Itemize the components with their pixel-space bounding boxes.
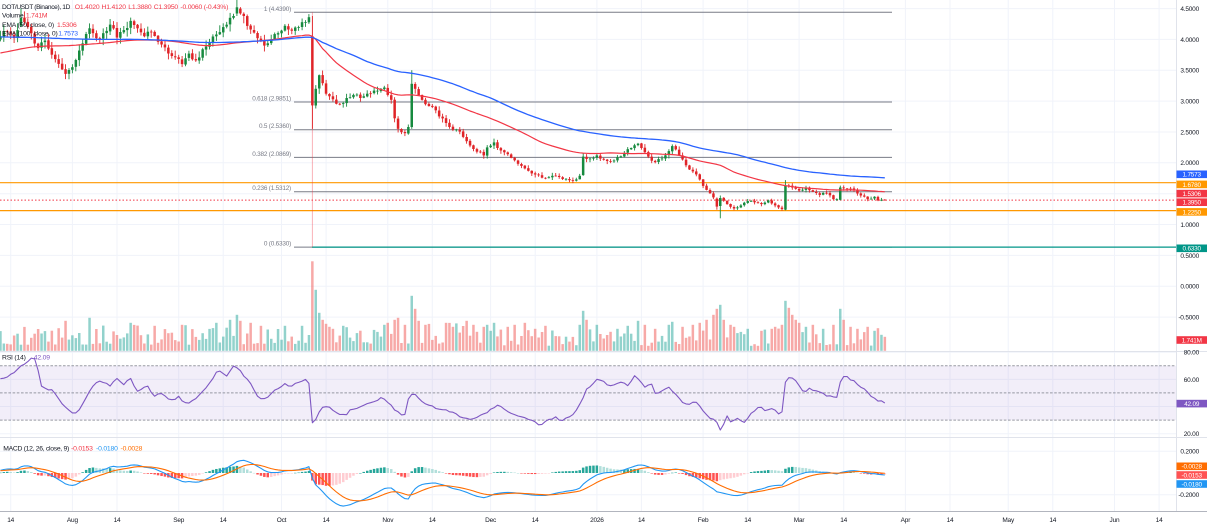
svg-text:4.5000: 4.5000 bbox=[1180, 6, 1199, 13]
svg-text:1.741M: 1.741M bbox=[26, 13, 48, 20]
svg-text:14: 14 bbox=[7, 517, 14, 524]
svg-text:42.09: 42.09 bbox=[1184, 401, 1200, 408]
svg-text:2026: 2026 bbox=[590, 517, 604, 524]
svg-text:0 (0.6330): 0 (0.6330) bbox=[264, 241, 291, 248]
svg-text:EMA (100, close, 0): EMA (100, close, 0) bbox=[2, 31, 58, 38]
svg-text:EMA (50, close, 0): EMA (50, close, 0) bbox=[2, 22, 54, 29]
svg-text:-0.0180: -0.0180 bbox=[1182, 481, 1203, 488]
svg-text:0.5000: 0.5000 bbox=[1180, 253, 1199, 260]
svg-text:0.6330: 0.6330 bbox=[1183, 246, 1202, 253]
svg-text:-0.0153: -0.0153 bbox=[71, 446, 93, 453]
svg-text:20.00: 20.00 bbox=[1184, 431, 1200, 438]
svg-text:Nov: Nov bbox=[382, 517, 394, 524]
svg-text:0.236 (1.5312): 0.236 (1.5312) bbox=[252, 185, 291, 192]
svg-text:-0.0028: -0.0028 bbox=[121, 446, 143, 453]
svg-text:DOT/USDT (Binance), 1D: DOT/USDT (Binance), 1D bbox=[2, 4, 71, 11]
svg-text:Volume: Volume bbox=[2, 13, 24, 20]
svg-text:1.7573: 1.7573 bbox=[58, 31, 78, 38]
svg-text:14: 14 bbox=[323, 517, 330, 524]
svg-text:1.2250: 1.2250 bbox=[1183, 209, 1202, 216]
svg-text:Aug: Aug bbox=[67, 517, 79, 524]
svg-text:-0.0180: -0.0180 bbox=[96, 446, 118, 453]
svg-text:-0.5000: -0.5000 bbox=[1178, 314, 1199, 321]
svg-text:1.5306: 1.5306 bbox=[1183, 191, 1202, 198]
svg-text:1.0000: 1.0000 bbox=[1180, 222, 1199, 229]
svg-text:-0.2000: -0.2000 bbox=[1178, 492, 1199, 499]
svg-text:0.2000: 0.2000 bbox=[1180, 449, 1199, 456]
svg-text:Dec: Dec bbox=[485, 517, 497, 524]
svg-text:0.0000: 0.0000 bbox=[1180, 284, 1199, 291]
svg-text:1.5306: 1.5306 bbox=[57, 22, 77, 29]
svg-text:14: 14 bbox=[220, 517, 227, 524]
svg-text:3.0000: 3.0000 bbox=[1180, 99, 1199, 106]
svg-text:2.5000: 2.5000 bbox=[1180, 129, 1199, 136]
svg-text:0.618 (2.9851): 0.618 (2.9851) bbox=[252, 96, 291, 103]
svg-text:-0.0153: -0.0153 bbox=[1182, 472, 1203, 479]
svg-text:14: 14 bbox=[1156, 517, 1163, 524]
svg-text:Oct: Oct bbox=[277, 517, 287, 524]
svg-text:14: 14 bbox=[638, 517, 645, 524]
svg-text:14: 14 bbox=[114, 517, 121, 524]
svg-text:14: 14 bbox=[840, 517, 847, 524]
svg-text:80.00: 80.00 bbox=[1184, 350, 1200, 357]
svg-text:14: 14 bbox=[744, 517, 751, 524]
svg-text:3.5000: 3.5000 bbox=[1180, 68, 1199, 75]
svg-text:1.741M: 1.741M bbox=[1182, 337, 1202, 344]
svg-text:4.0000: 4.0000 bbox=[1180, 37, 1199, 44]
svg-text:42.09: 42.09 bbox=[34, 355, 50, 362]
svg-text:0.5 (2.5360): 0.5 (2.5360) bbox=[259, 123, 291, 130]
svg-text:14: 14 bbox=[947, 517, 954, 524]
svg-text:14: 14 bbox=[1049, 517, 1056, 524]
svg-text:MACD (12, 26, close, 9): MACD (12, 26, close, 9) bbox=[3, 446, 69, 453]
svg-text:1.3950: 1.3950 bbox=[1183, 200, 1202, 207]
svg-text:1.7573: 1.7573 bbox=[1183, 172, 1202, 179]
svg-text:Jun: Jun bbox=[1110, 517, 1120, 524]
svg-text:Mar: Mar bbox=[794, 517, 806, 524]
svg-text:14: 14 bbox=[429, 517, 436, 524]
svg-text:60.00: 60.00 bbox=[1184, 377, 1200, 384]
svg-text:1.6780: 1.6780 bbox=[1183, 182, 1202, 189]
svg-text:-0.0028: -0.0028 bbox=[1182, 464, 1203, 471]
svg-text:0.382 (2.0869): 0.382 (2.0869) bbox=[252, 151, 291, 158]
svg-text:14: 14 bbox=[532, 517, 539, 524]
svg-text:May: May bbox=[1002, 517, 1015, 524]
svg-text:O1.4020: O1.4020 bbox=[75, 4, 100, 11]
svg-text:Sep: Sep bbox=[173, 517, 185, 524]
svg-text:L1.3880: L1.3880 bbox=[128, 4, 152, 11]
svg-text:H1.4120: H1.4120 bbox=[102, 4, 127, 11]
svg-text:-0.0060 (-0.43%): -0.0060 (-0.43%) bbox=[180, 4, 228, 11]
svg-text:Apr: Apr bbox=[901, 517, 912, 524]
svg-text:C1.3950: C1.3950 bbox=[154, 4, 179, 11]
svg-text:RSI (14): RSI (14) bbox=[2, 355, 26, 362]
svg-text:1 (4.4390): 1 (4.4390) bbox=[264, 6, 291, 13]
svg-text:2.0000: 2.0000 bbox=[1180, 160, 1199, 167]
svg-text:Feb: Feb bbox=[698, 517, 709, 524]
